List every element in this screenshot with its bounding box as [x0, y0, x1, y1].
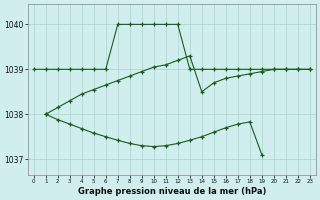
- X-axis label: Graphe pression niveau de la mer (hPa): Graphe pression niveau de la mer (hPa): [77, 187, 266, 196]
